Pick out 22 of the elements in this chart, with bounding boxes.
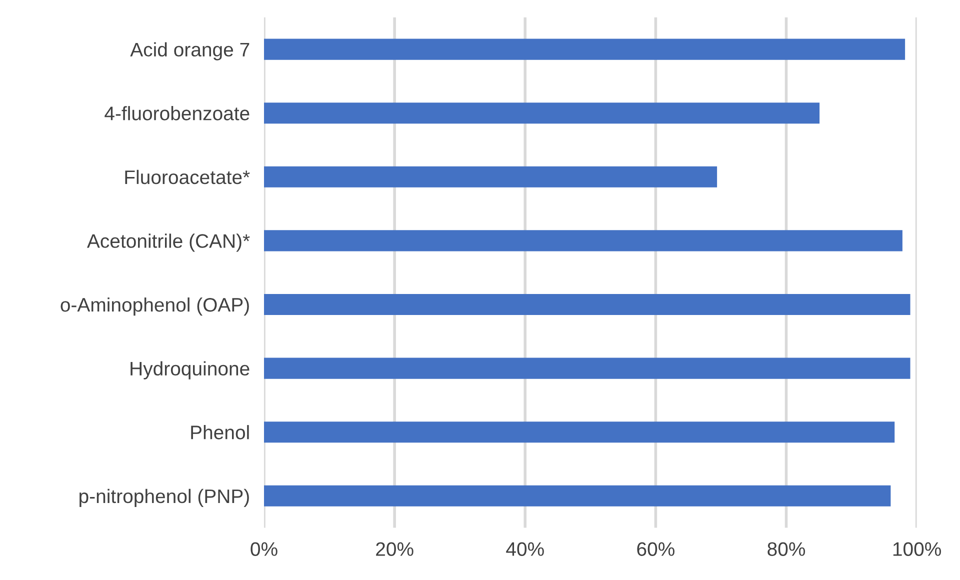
bar xyxy=(264,422,895,443)
x-tick-label: 100% xyxy=(893,542,941,556)
bar xyxy=(264,294,910,316)
x-tick-label: 40% xyxy=(506,542,544,556)
bar xyxy=(264,485,891,506)
x-tick-label: 60% xyxy=(637,542,674,556)
x-tick-label: 0% xyxy=(250,542,278,556)
y-tick-label: Acetonitrile (CAN)* xyxy=(86,234,250,252)
y-tick-label: p-nitrophenol (PNP) xyxy=(80,488,249,507)
bar xyxy=(264,230,902,252)
y-tick-label: Fluoroacetate* xyxy=(125,170,250,184)
bar xyxy=(264,38,906,60)
y-tick-label: o-Aminophenol (OAP) xyxy=(60,297,249,316)
bar xyxy=(264,358,910,379)
bar xyxy=(264,102,820,124)
x-tick-label: 20% xyxy=(376,542,414,556)
y-tick-label: Acid orange 7 xyxy=(130,42,250,60)
y-tick-label: 4-fluorobenzoate xyxy=(104,106,250,120)
bar xyxy=(264,166,718,188)
y-tick-label: Phenol xyxy=(191,425,249,440)
x-tick-label: 80% xyxy=(768,542,806,556)
y-tick-label: Hydroquinone xyxy=(130,361,250,380)
